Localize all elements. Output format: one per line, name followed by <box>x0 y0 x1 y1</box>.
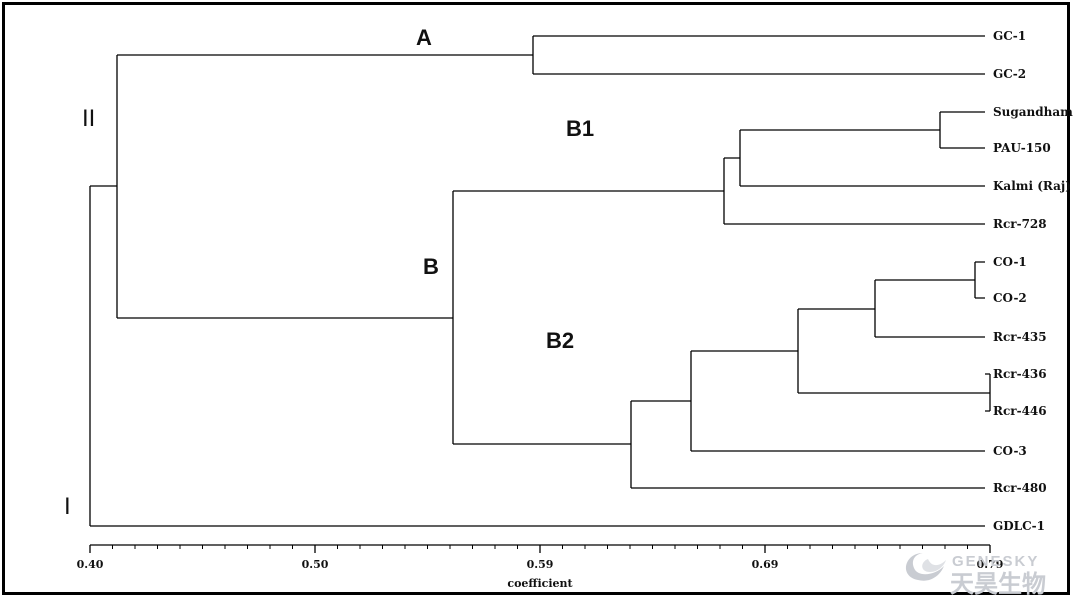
axis-tick-label: 0.69 <box>752 558 779 571</box>
branch <box>630 400 985 489</box>
branch <box>532 35 985 75</box>
cluster-label-b: B <box>423 254 439 279</box>
leaf-label: Rcr-435 <box>993 330 1047 344</box>
watermark-chinese: 天昊生物 <box>950 570 1046 598</box>
branch <box>874 279 985 338</box>
branch <box>723 157 985 225</box>
leaf-label: PAU-150 <box>993 141 1051 155</box>
cluster-label-b1: B1 <box>566 116 594 141</box>
axis-tick-label: 0.79 <box>977 558 1004 571</box>
leaf-label: CO-3 <box>993 444 1027 458</box>
branch <box>939 111 985 149</box>
leaf-label: Sugandham <box>993 105 1073 119</box>
branch <box>797 308 990 394</box>
leaf-label: CO-1 <box>993 255 1027 269</box>
watermark-latin: GENESKY <box>952 553 1039 570</box>
x-axis: 0.40 0.50 0.59 0.69 0.79 coefficient <box>77 544 1004 590</box>
axis-tick-label: 0.59 <box>527 558 554 571</box>
axis-title: coefficient <box>507 577 573 590</box>
branch <box>974 261 985 299</box>
leaf-label: GDLC-1 <box>993 519 1045 533</box>
genesky-logo-icon <box>905 552 946 581</box>
cluster-label-i: I <box>64 493 71 520</box>
leaf-label: Rcr-446 <box>993 404 1047 418</box>
branch <box>452 190 724 445</box>
branch <box>116 54 533 319</box>
branch <box>690 350 985 452</box>
leaf-label: Rcr-436 <box>993 367 1047 381</box>
cluster-label-ii: II <box>82 105 95 132</box>
watermark: GENESKY 天昊生物 <box>905 552 1046 598</box>
cluster-label-a: A <box>416 25 432 50</box>
cluster-label-b2: B2 <box>546 328 574 353</box>
leaf-label: Rcr-480 <box>993 481 1047 495</box>
leaf-label: Rcr-728 <box>993 217 1047 231</box>
leaf-label: GC-2 <box>993 67 1026 81</box>
leaf-label: Kalmi (Raj) <box>993 179 1071 193</box>
leaf-label: CO-2 <box>993 291 1027 305</box>
figure-frame <box>2 2 1070 595</box>
axis-tick-label: 0.50 <box>302 558 329 571</box>
leaf-label: GC-1 <box>993 29 1026 43</box>
branch <box>89 185 985 527</box>
axis-tick-label: 0.40 <box>77 558 104 571</box>
leaf-labels: GC-1 GC-2 Sugandham PAU-150 Kalmi (Raj) … <box>993 29 1073 533</box>
branch <box>739 129 985 187</box>
dendrogram-branches <box>89 35 991 527</box>
cluster-labels: A B1 B B2 II I <box>64 25 594 520</box>
